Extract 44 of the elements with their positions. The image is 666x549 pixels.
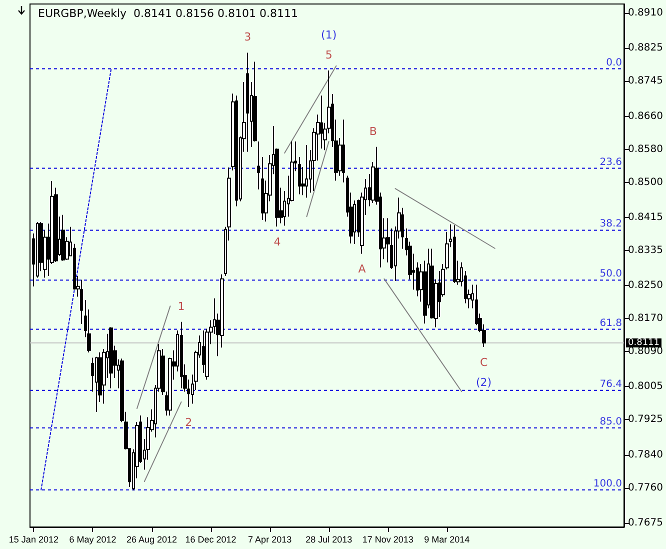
y-tick-label: 0.8500 [628, 176, 663, 188]
y-tick-label: 0.7675 [628, 517, 663, 528]
annotation: 85.0 [600, 416, 622, 428]
x-tick-label: 15 Jan 2012 [8, 534, 58, 544]
annotation: 4 [274, 235, 281, 248]
x-tick-label: 7 Apr 2013 [248, 534, 292, 544]
x-tick-label: 16 Dec 2012 [185, 534, 236, 544]
y-tick-label: 0.8090 [628, 346, 663, 358]
y-tick-label: 0.8415 [628, 212, 663, 223]
x-tick-label: 17 Nov 2013 [362, 534, 414, 544]
y-tick-label: 0.8660 [628, 110, 663, 122]
annotation: 3 [244, 30, 252, 44]
x-tick-label: 28 Jul 2013 [306, 534, 352, 544]
chart-title: EURGBP,Weekly 0.8141 0.8156 0.8101 0.8111 [38, 7, 298, 20]
annotation: (1) [321, 28, 337, 42]
y-tick-label: 0.8825 [628, 42, 663, 54]
annotation: 5 [325, 48, 332, 62]
y-tick-label: 0.8910 [628, 8, 663, 19]
x-tick-label: 9 Mar 2014 [424, 534, 470, 544]
x-tick-label: 26 Aug 2012 [126, 534, 178, 544]
annotation: (2) [476, 376, 492, 390]
x-tick-label: 6 May 2012 [69, 534, 116, 544]
y-tick-label: 0.8580 [628, 144, 663, 155]
annotation: B [369, 124, 377, 138]
annotation: 1 [178, 300, 185, 313]
annotation: C [480, 356, 488, 370]
annotation: 50.0 [600, 268, 622, 280]
y-tick-label: 0.7760 [628, 482, 663, 494]
annotation: 2 [185, 416, 192, 429]
y-tick-label: 0.8005 [628, 381, 663, 392]
y-tick-label: 0.7925 [628, 414, 663, 426]
annotation: 61.8 [600, 318, 622, 329]
annotation: A [358, 262, 366, 276]
annotation: 38.2 [600, 218, 622, 230]
ref-line-label: 0.8111 [628, 338, 660, 348]
annotation: 76.4 [600, 378, 622, 390]
annotation: 0.0 [606, 57, 622, 68]
annotation: 23.6 [600, 156, 622, 168]
y-tick-label: 0.8335 [628, 244, 663, 256]
y-tick-label: 0.7840 [628, 449, 663, 460]
annotation: 100.0 [593, 478, 622, 490]
y-tick-label: 0.8170 [628, 313, 663, 324]
y-tick-label: 0.8250 [628, 280, 663, 292]
y-tick-label: 0.8745 [628, 76, 663, 87]
